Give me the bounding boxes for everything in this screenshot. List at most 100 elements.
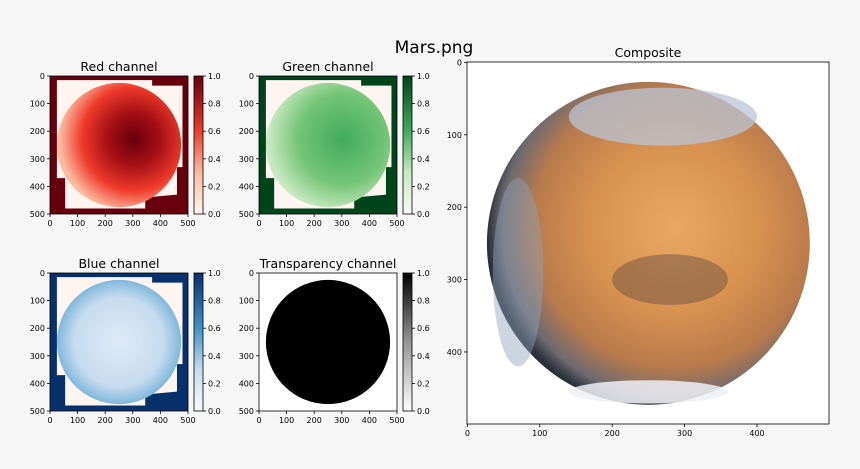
- y-tick-label: 500: [30, 407, 45, 416]
- colorbar-tick-label: 0.6: [208, 324, 221, 333]
- y-tick-label: 0: [40, 72, 45, 81]
- x-tick-label: 0: [47, 416, 52, 425]
- x-tick-label: 300: [125, 219, 140, 228]
- colorbar-tick-label: 0.4: [208, 352, 221, 361]
- colorbar-tick-label: 0.4: [208, 155, 221, 164]
- image: [467, 62, 829, 424]
- y-tick-label: 300: [30, 155, 45, 164]
- y-tick-label: 0: [249, 72, 254, 81]
- y-tick-label: 400: [447, 348, 462, 357]
- y-tick-label: 100: [447, 131, 462, 140]
- image: [259, 273, 397, 411]
- panel-title: Red channel: [80, 59, 157, 74]
- colorbar-tick-label: 0.8: [417, 297, 430, 306]
- x-tick-label: 100: [70, 219, 85, 228]
- colorbar-tick-label: 0.4: [417, 352, 430, 361]
- x-tick-label: 200: [98, 219, 113, 228]
- colorbar-tick-label: 0.0: [208, 407, 221, 416]
- axes-frame: [258, 272, 398, 412]
- planet-disk: [486, 81, 810, 405]
- y-tick-label: 400: [239, 379, 254, 388]
- x-tick-label: 300: [677, 429, 692, 438]
- x-tick-label: 400: [153, 219, 168, 228]
- colorbar-tick-label: 0.0: [417, 407, 430, 416]
- x-tick-label: 400: [153, 416, 168, 425]
- y-tick-label: 500: [239, 210, 254, 219]
- y-tick-label: 300: [30, 352, 45, 361]
- x-tick-label: 500: [389, 416, 404, 425]
- image: [259, 76, 397, 214]
- colorbar-tick-label: 1.0: [208, 269, 221, 278]
- colorbar: [193, 272, 204, 412]
- x-tick-label: 300: [334, 416, 349, 425]
- colorbar: [193, 75, 204, 215]
- x-tick-label: 0: [465, 429, 470, 438]
- alpha-disk: [265, 279, 391, 405]
- colorbar-tick-label: 0.2: [208, 379, 221, 388]
- y-tick-label: 0: [457, 58, 462, 67]
- y-tick-label: 400: [30, 379, 45, 388]
- axes-frame: [466, 61, 830, 425]
- x-tick-label: 0: [47, 219, 52, 228]
- y-tick-label: 100: [30, 100, 45, 109]
- colorbar-tick-label: 1.0: [417, 269, 430, 278]
- colorbar-tick-label: 0.4: [417, 155, 430, 164]
- x-tick-label: 300: [334, 219, 349, 228]
- y-tick-label: 300: [239, 352, 254, 361]
- x-tick-label: 100: [532, 429, 547, 438]
- y-tick-label: 300: [447, 276, 462, 285]
- image: [50, 76, 188, 214]
- colorbar-tick-label: 1.0: [417, 72, 430, 81]
- image: [50, 273, 188, 411]
- y-tick-label: 200: [30, 324, 45, 333]
- colorbar: [402, 272, 413, 412]
- y-tick-label: 100: [239, 100, 254, 109]
- x-tick-label: 500: [180, 416, 195, 425]
- panel-title: Blue channel: [78, 256, 159, 271]
- y-tick-label: 200: [30, 127, 45, 136]
- x-tick-label: 200: [98, 416, 113, 425]
- x-tick-label: 100: [279, 219, 294, 228]
- panel: Composite 0 100 200 300 400 0 100 200 300 400: [447, 45, 830, 438]
- colorbar-tick-label: 0.0: [208, 210, 221, 219]
- y-tick-label: 100: [30, 297, 45, 306]
- x-tick-label: 400: [362, 219, 377, 228]
- x-tick-label: 200: [307, 416, 322, 425]
- x-tick-label: 200: [307, 219, 322, 228]
- x-tick-label: 100: [279, 416, 294, 425]
- y-tick-label: 200: [239, 324, 254, 333]
- planet-disk: [56, 279, 182, 405]
- colorbar-tick-label: 0.2: [417, 182, 430, 191]
- x-tick-label: 400: [362, 416, 377, 425]
- colorbar-tick-label: 0.0: [417, 210, 430, 219]
- colorbar-tick-label: 0.8: [208, 297, 221, 306]
- south-cap: [568, 380, 729, 404]
- x-tick-label: 400: [749, 429, 764, 438]
- y-tick-label: 400: [239, 182, 254, 191]
- panel-title: Green channel: [282, 59, 373, 74]
- polar-haze: [568, 87, 757, 146]
- x-tick-label: 200: [605, 429, 620, 438]
- y-tick-label: 0: [249, 269, 254, 278]
- y-tick-label: 500: [30, 210, 45, 219]
- axes-frame: [49, 75, 189, 215]
- x-tick-label: 300: [125, 416, 140, 425]
- colorbar-tick-label: 0.2: [208, 182, 221, 191]
- colorbar-tick-label: 0.8: [417, 100, 430, 109]
- colorbar-tick-label: 0.8: [208, 100, 221, 109]
- figure-title: Mars.png: [395, 38, 474, 58]
- dark-region: [612, 254, 729, 305]
- y-tick-label: 0: [40, 269, 45, 278]
- x-tick-label: 100: [70, 416, 85, 425]
- planet-disk: [56, 82, 182, 208]
- y-tick-label: 400: [30, 182, 45, 191]
- x-tick-label: 0: [256, 219, 261, 228]
- axes-frame: [258, 75, 398, 215]
- x-tick-label: 500: [389, 219, 404, 228]
- colorbar-tick-label: 0.6: [417, 324, 430, 333]
